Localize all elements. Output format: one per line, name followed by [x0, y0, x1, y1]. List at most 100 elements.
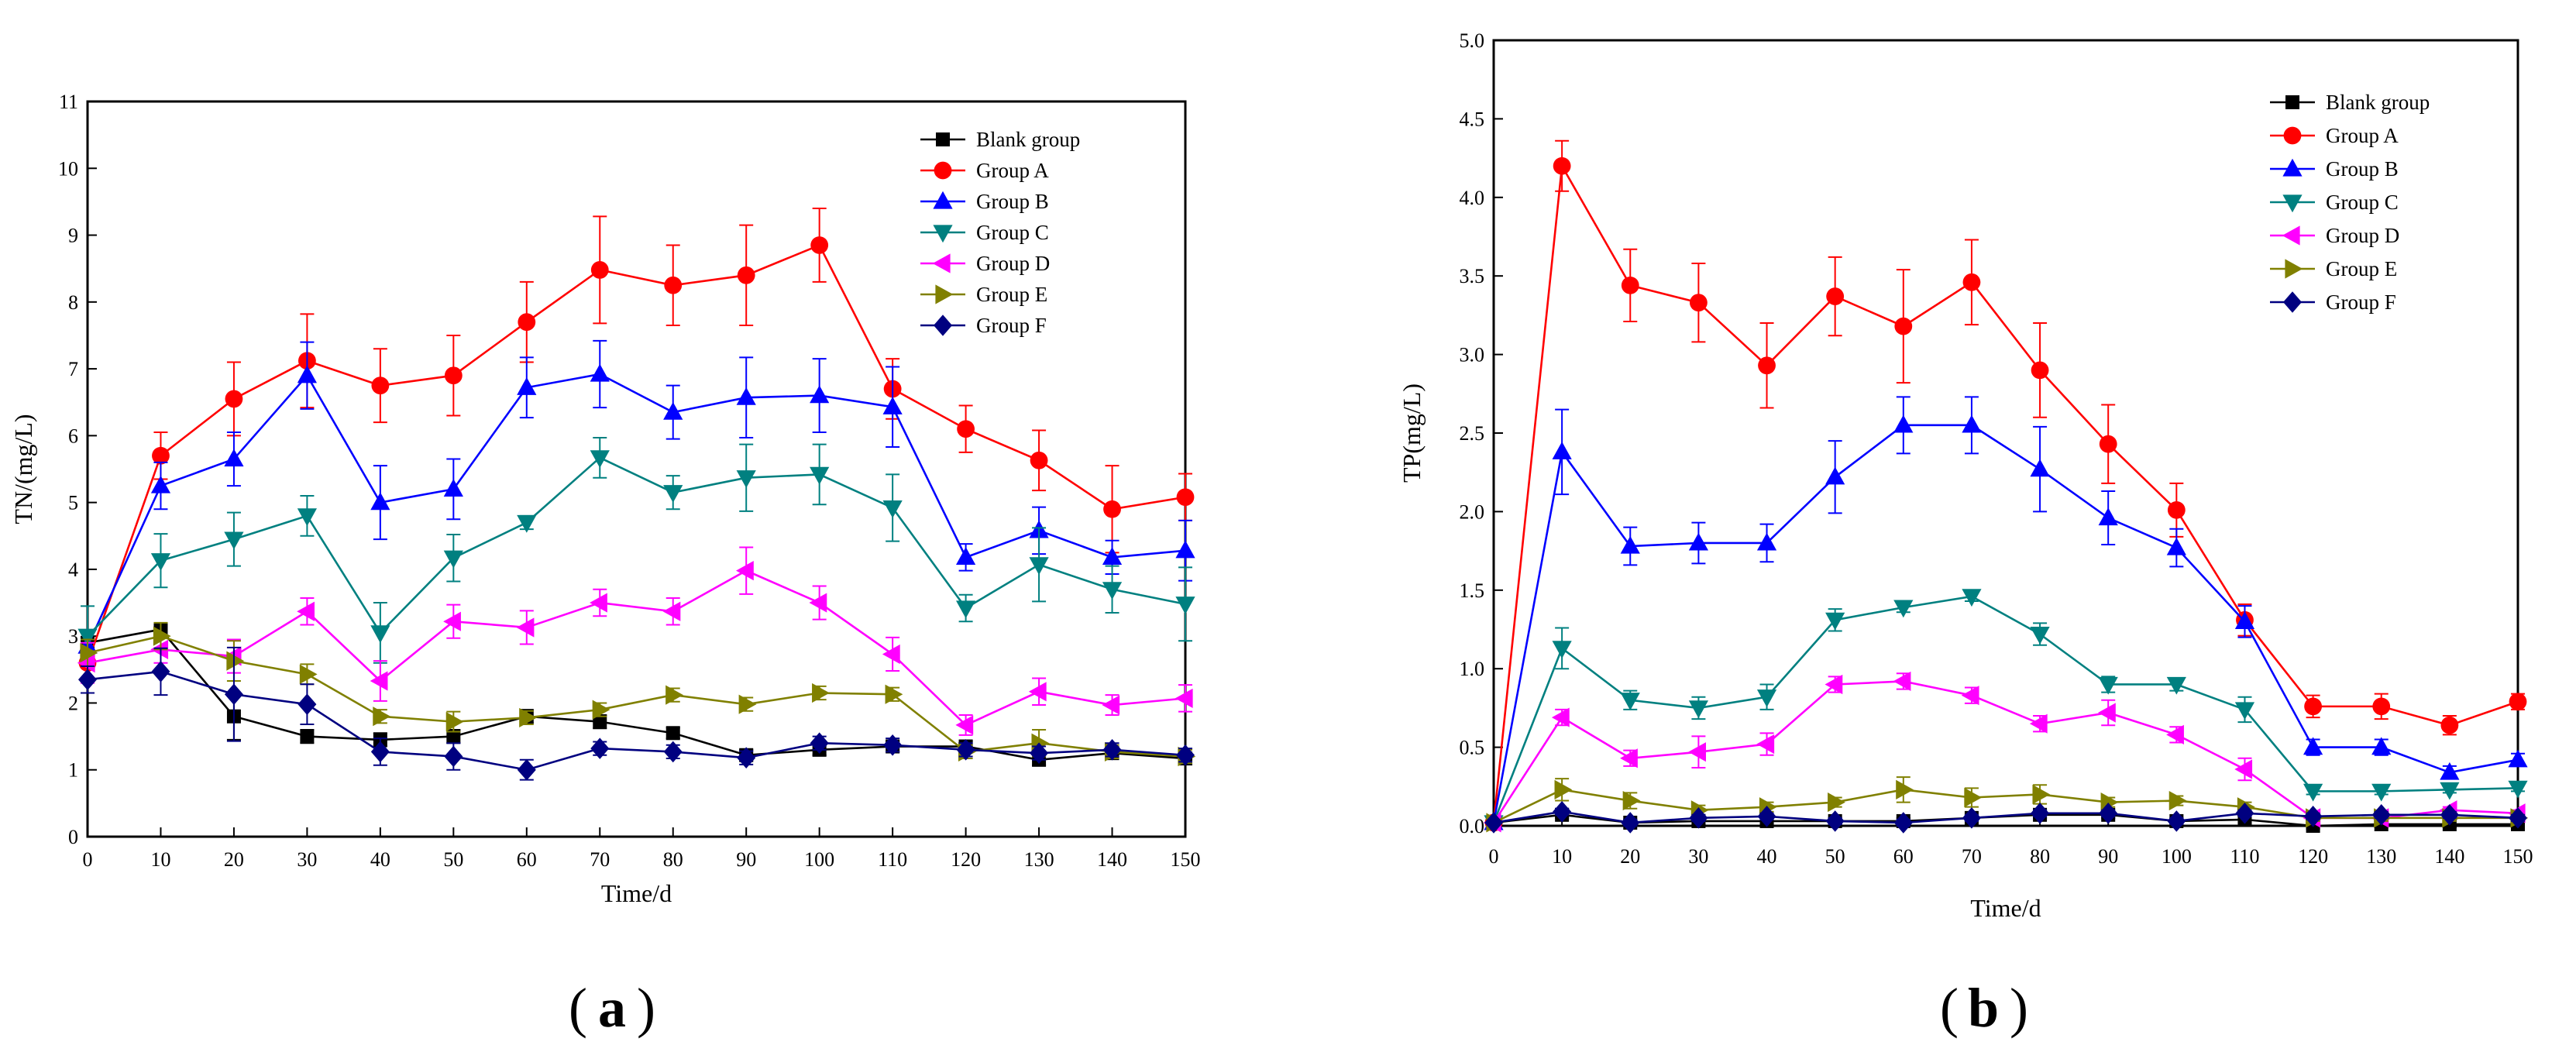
- y-tick-label: 3: [68, 625, 78, 648]
- series-line: [87, 456, 1186, 638]
- legend-marker: [2283, 291, 2302, 313]
- data-point: [300, 729, 315, 744]
- x-tick-label: 100: [2162, 845, 2192, 868]
- panel-label-a-open: (: [569, 977, 587, 1039]
- data-point: [593, 714, 607, 729]
- data-point: [2167, 810, 2186, 832]
- series-line: [87, 634, 1186, 758]
- data-point: [810, 385, 830, 404]
- data-point: [1757, 806, 1776, 827]
- legend-label: Group F: [976, 314, 1047, 337]
- x-tick-label: 60: [1893, 845, 1914, 868]
- data-point: [1964, 787, 1983, 808]
- x-tick-label: 80: [2030, 845, 2050, 868]
- legend-marker: [934, 161, 952, 180]
- y-tick-label: 4.0: [1460, 187, 1485, 209]
- data-point: [1688, 532, 1708, 551]
- data-point: [2371, 783, 2392, 802]
- series-group-f: [78, 646, 1195, 781]
- data-point: [590, 363, 610, 382]
- data-point: [2509, 807, 2527, 829]
- data-point: [1102, 695, 1120, 715]
- legend: Blank group Group A Group B Group C Group D G…: [2270, 91, 2430, 314]
- data-point: [1962, 273, 1981, 291]
- data-point: [1828, 792, 1845, 813]
- legend-label: Group C: [976, 221, 1049, 244]
- data-point: [882, 644, 900, 665]
- legend: Blank group Group A Group B Group C Group D G…: [920, 128, 1080, 337]
- data-point: [2371, 804, 2391, 826]
- data-point: [297, 508, 317, 527]
- data-point: [373, 707, 391, 727]
- data-point: [590, 450, 610, 469]
- legend-item: Group C: [2270, 191, 2399, 214]
- legend-label: Group B: [976, 190, 1049, 213]
- data-point: [2030, 459, 2050, 477]
- data-point: [297, 365, 317, 383]
- x-tick-label: 90: [736, 848, 756, 871]
- data-point: [2440, 804, 2459, 826]
- data-point: [1620, 748, 1638, 768]
- x-axis-label: Time/d: [1970, 894, 2041, 922]
- data-point: [1553, 156, 1571, 175]
- data-point: [1621, 812, 1640, 834]
- series-line: [86, 373, 1186, 647]
- data-point: [1484, 812, 1503, 834]
- data-point: [226, 651, 245, 671]
- data-point: [885, 684, 903, 704]
- data-point: [2030, 626, 2050, 645]
- y-tick-label: 2.0: [1460, 500, 1485, 523]
- data-point: [1622, 790, 1641, 811]
- data-point: [737, 266, 755, 284]
- series-line: [87, 670, 1186, 772]
- y-tick-label: 1.0: [1460, 658, 1485, 680]
- x-tick-label: 70: [1962, 845, 1982, 868]
- data-point: [810, 236, 829, 254]
- data-point: [224, 683, 243, 706]
- data-point: [370, 625, 390, 644]
- legend-label: Group B: [2326, 157, 2399, 181]
- legend-marker: [2285, 95, 2299, 109]
- legend-item: Group C: [920, 221, 1049, 244]
- data-point: [370, 671, 388, 691]
- data-point: [2508, 780, 2528, 799]
- series-group-f: [1484, 800, 2527, 834]
- data-point: [297, 693, 317, 715]
- legend-item: Blank group: [2270, 91, 2430, 114]
- y-tick-label: 4.5: [1460, 108, 1485, 130]
- chart-b-tp: 0 10 20 30 40 50 60 70 80 90 100 110 120 130 140 150 0.0…: [1398, 29, 2533, 922]
- y-tick-label: 7: [68, 358, 78, 380]
- data-point: [2029, 713, 2048, 734]
- data-point: [153, 626, 171, 646]
- panel-label-b-close: ): [2010, 977, 2028, 1039]
- data-point: [370, 492, 390, 511]
- data-point: [446, 729, 461, 744]
- data-point: [1756, 734, 1775, 755]
- data-point: [810, 732, 829, 755]
- data-point: [151, 661, 170, 683]
- x-tick-label: 60: [517, 848, 537, 871]
- data-point: [2440, 716, 2459, 734]
- data-point: [1176, 488, 1195, 507]
- data-point: [2168, 790, 2187, 811]
- legend-item: Group D: [920, 252, 1050, 275]
- data-point: [2099, 802, 2118, 824]
- y-tick-label: 2.5: [1460, 422, 1485, 445]
- x-tick-label: 140: [2434, 845, 2464, 868]
- x-tick-label: 30: [1688, 845, 1708, 868]
- legend-marker: [933, 225, 953, 243]
- legend-label: Group C: [2326, 191, 2399, 214]
- data-point: [2099, 435, 2117, 453]
- data-point: [809, 593, 827, 613]
- y-tick-label: 3.5: [1460, 265, 1485, 287]
- data-point: [152, 446, 170, 465]
- data-point: [2304, 697, 2323, 716]
- data-point: [77, 628, 98, 647]
- y-tick-label: 4: [68, 559, 78, 581]
- y-tick-label: 0.5: [1460, 737, 1485, 759]
- data-point: [665, 685, 683, 705]
- legend-marker: [2282, 158, 2303, 177]
- legend-label: Blank group: [2326, 91, 2430, 114]
- series-group-a: [78, 208, 1195, 672]
- legend-label: Group F: [2326, 291, 2396, 314]
